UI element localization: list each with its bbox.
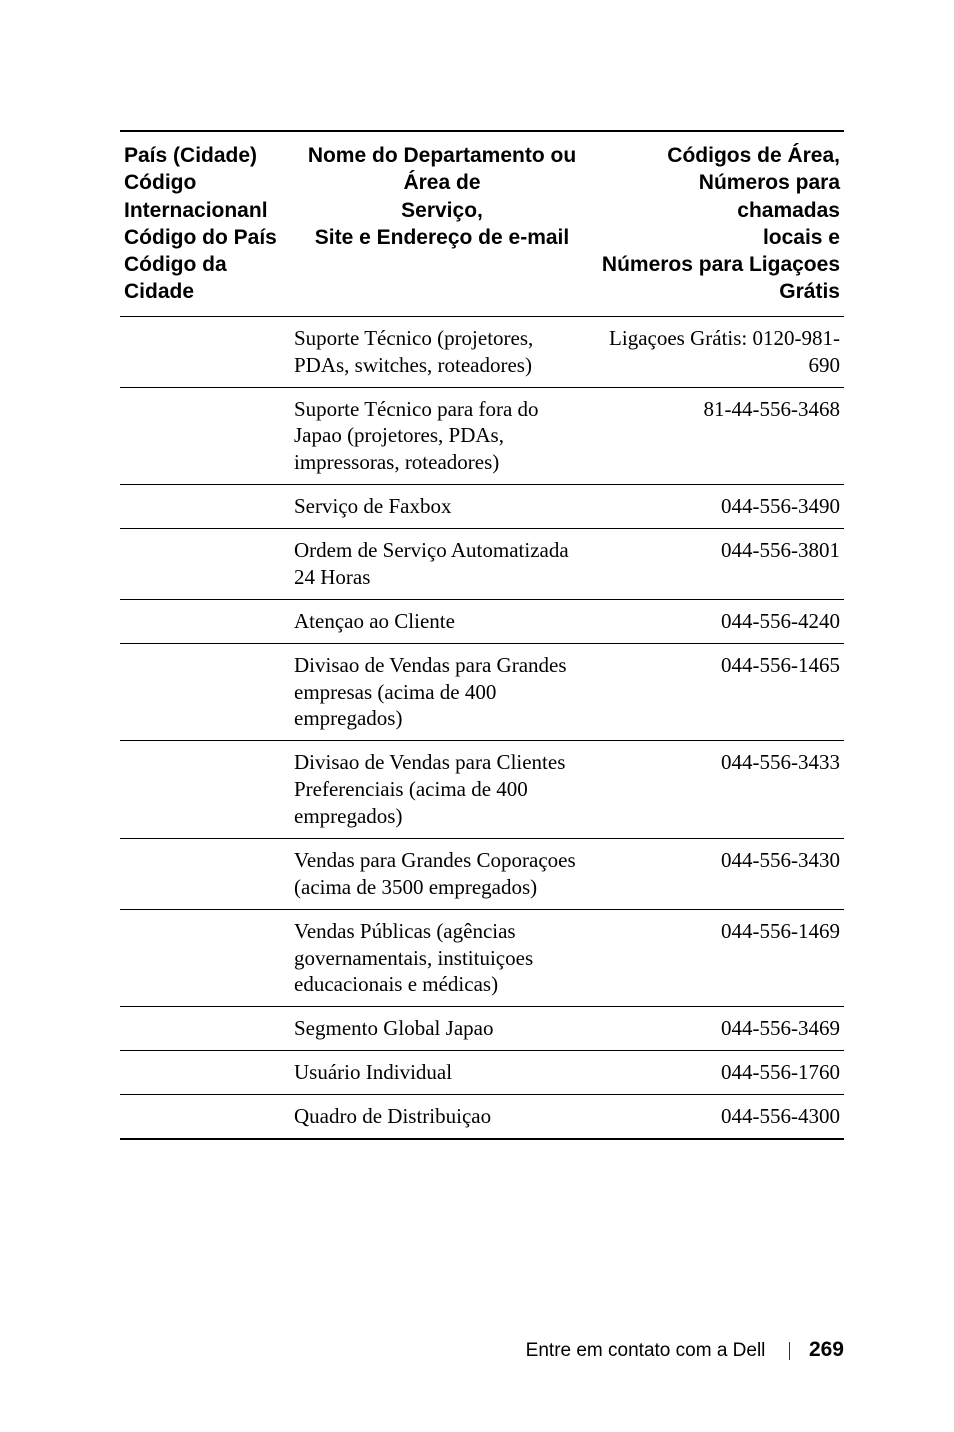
cell-dept: Divisao de Vendas para Clientes Preferen… <box>290 741 594 839</box>
header-col2: Nome do Departamento ou Área de Serviço,… <box>290 131 594 316</box>
table-row: Ordem de Serviço Automatizada 24 Horas 0… <box>120 529 844 600</box>
contact-table: País (Cidade)Código InternacionanlCódigo… <box>120 130 844 1140</box>
header-col3: Códigos de Área, Números para chamadas l… <box>594 131 844 316</box>
cell-country <box>120 387 290 485</box>
cell-number: 044-556-1465 <box>594 643 844 741</box>
cell-country <box>120 1051 290 1095</box>
table-row: Suporte Técnico para fora do Japao (proj… <box>120 387 844 485</box>
cell-country <box>120 643 290 741</box>
cell-dept: Divisao de Vendas para Grandes empresas … <box>290 643 594 741</box>
cell-country <box>120 741 290 839</box>
table-body: Suporte Técnico (projetores, PDAs, switc… <box>120 316 844 1139</box>
cell-dept: Suporte Técnico (projetores, PDAs, switc… <box>290 316 594 387</box>
cell-dept: Vendas Públicas (agências governamentais… <box>290 909 594 1007</box>
footer-title: Entre em contato com a Dell <box>526 1340 766 1361</box>
cell-number: Ligaçoes Grátis: 0120-981-690 <box>594 316 844 387</box>
cell-country <box>120 316 290 387</box>
cell-number: 044-556-1760 <box>594 1051 844 1095</box>
cell-number: 044-556-3801 <box>594 529 844 600</box>
table-row: Vendas Públicas (agências governamentais… <box>120 909 844 1007</box>
table-row: Quadro de Distribuiçao 044-556-4300 <box>120 1095 844 1139</box>
cell-number: 044-556-3490 <box>594 485 844 529</box>
header-col1: País (Cidade)Código InternacionanlCódigo… <box>120 131 290 316</box>
table-row: Usuário Individual 044-556-1760 <box>120 1051 844 1095</box>
cell-number: 044-556-4240 <box>594 599 844 643</box>
cell-dept: Vendas para Grandes Coporaçoes (acima de… <box>290 838 594 909</box>
cell-number: 044-556-1469 <box>594 909 844 1007</box>
footer-separator <box>789 1342 790 1360</box>
cell-country <box>120 529 290 600</box>
table-header: País (Cidade)Código InternacionanlCódigo… <box>120 131 844 316</box>
header-col3-line2: Números para chamadas <box>699 171 840 221</box>
cell-dept: Usuário Individual <box>290 1051 594 1095</box>
document-page: País (Cidade)Código InternacionanlCódigo… <box>0 0 954 1432</box>
table-row: Divisao de Vendas para Grandes empresas … <box>120 643 844 741</box>
footer-page-number: 269 <box>809 1338 844 1361</box>
header-col3-line1: Códigos de Área, <box>667 144 840 167</box>
table-row: Suporte Técnico (projetores, PDAs, switc… <box>120 316 844 387</box>
cell-number: 81-44-556-3468 <box>594 387 844 485</box>
cell-dept: Quadro de Distribuiçao <box>290 1095 594 1139</box>
table-row: Vendas para Grandes Coporaçoes (acima de… <box>120 838 844 909</box>
page-footer: Entre em contato com a Dell 269 <box>526 1338 844 1362</box>
table-row: Divisao de Vendas para Clientes Preferen… <box>120 741 844 839</box>
cell-country <box>120 838 290 909</box>
cell-country <box>120 1095 290 1139</box>
cell-country <box>120 485 290 529</box>
cell-country <box>120 909 290 1007</box>
table-row: Atençao ao Cliente 044-556-4240 <box>120 599 844 643</box>
cell-country <box>120 599 290 643</box>
cell-dept: Suporte Técnico para fora do Japao (proj… <box>290 387 594 485</box>
header-col2-line3: Site e Endereço de e-mail <box>315 226 569 249</box>
cell-number: 044-556-3430 <box>594 838 844 909</box>
header-col3-line4: Números para Ligaçoes <box>602 253 840 276</box>
header-col1-text: País (Cidade)Código InternacionanlCódigo… <box>124 144 277 303</box>
header-col3-line5: Grátis <box>779 280 840 303</box>
cell-dept: Serviço de Faxbox <box>290 485 594 529</box>
cell-number: 044-556-3433 <box>594 741 844 839</box>
cell-dept: Atençao ao Cliente <box>290 599 594 643</box>
cell-country <box>120 1007 290 1051</box>
header-col3-line3: locais e <box>763 226 840 249</box>
cell-number: 044-556-3469 <box>594 1007 844 1051</box>
header-col2-line1: Nome do Departamento ou Área de <box>308 144 576 194</box>
cell-number: 044-556-4300 <box>594 1095 844 1139</box>
cell-dept: Segmento Global Japao <box>290 1007 594 1051</box>
table-row: Segmento Global Japao 044-556-3469 <box>120 1007 844 1051</box>
cell-dept: Ordem de Serviço Automatizada 24 Horas <box>290 529 594 600</box>
header-col2-line2: Serviço, <box>401 199 483 222</box>
table-row: Serviço de Faxbox 044-556-3490 <box>120 485 844 529</box>
